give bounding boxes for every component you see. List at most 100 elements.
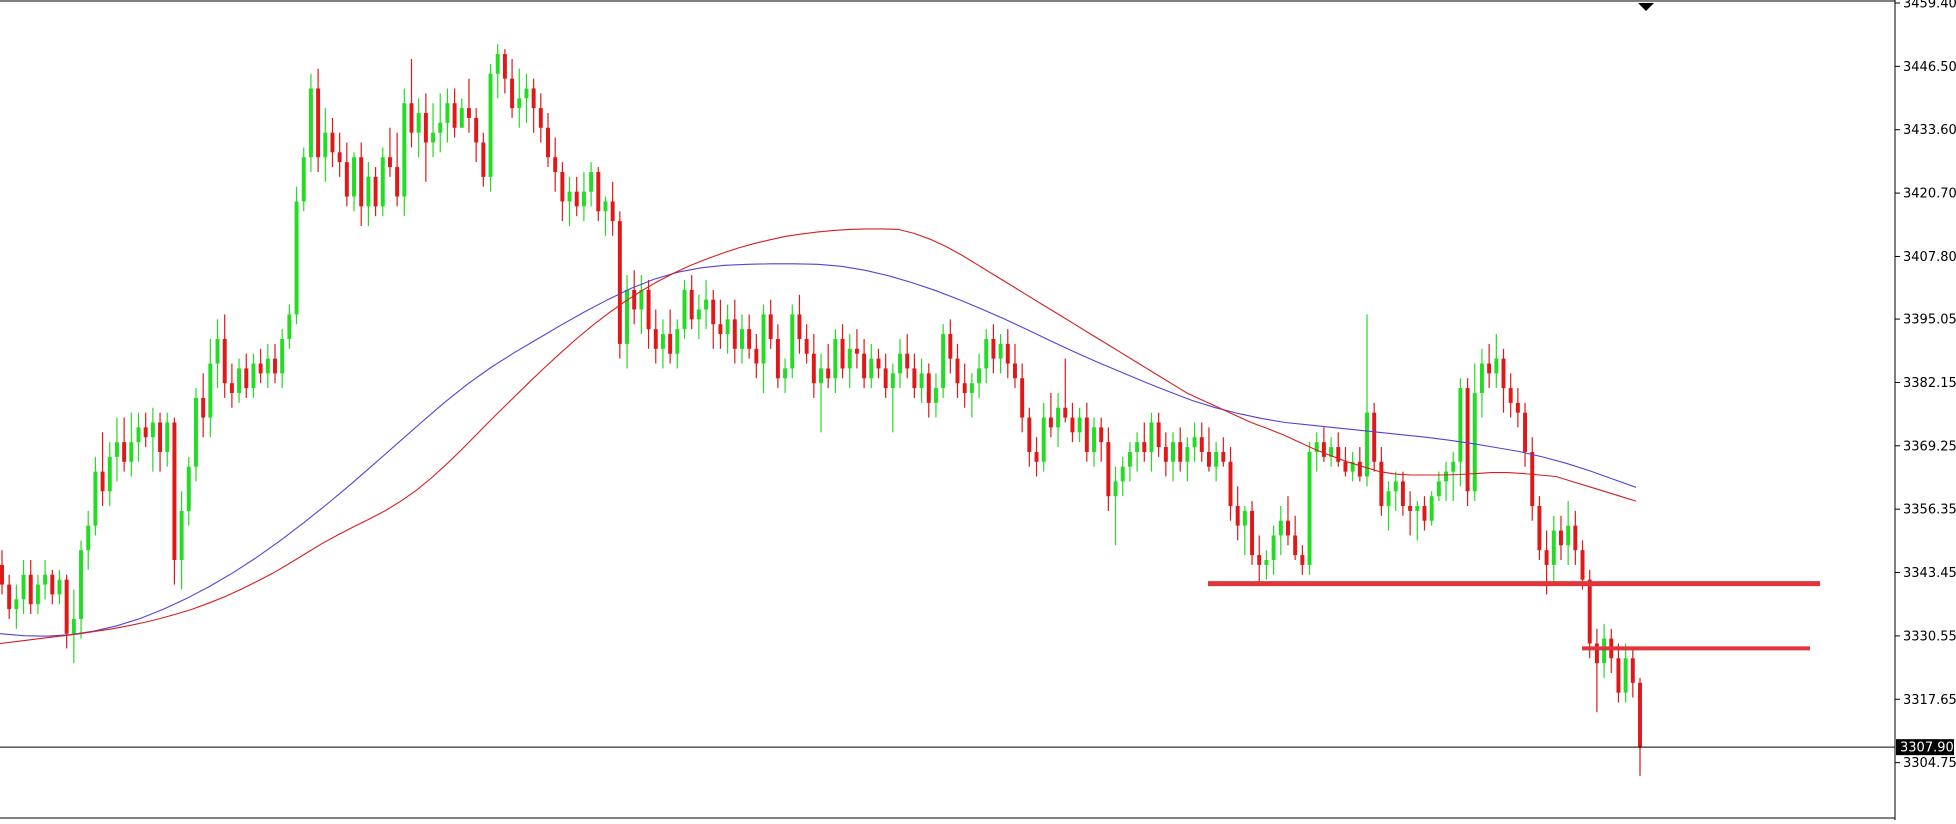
candle-body [1106, 442, 1111, 497]
candle [739, 314, 744, 364]
price-tick-label: 3317.65 [1903, 693, 1956, 708]
price-axis: 3459.40 3446.50 3433.60 3420.70 3407.80 3395.… [1894, 0, 1956, 820]
candle [711, 289, 716, 349]
candle [7, 574, 12, 619]
candle-body [251, 363, 256, 389]
candle-body [416, 113, 421, 133]
candle [201, 373, 206, 438]
candle-body [7, 584, 12, 610]
price-tick-label: 3446.50 [1903, 60, 1956, 75]
candle [258, 348, 263, 384]
candle [912, 353, 917, 398]
candle [553, 137, 558, 192]
candle-body [1329, 447, 1334, 457]
candle [948, 319, 953, 374]
candle [761, 304, 766, 394]
candle [373, 167, 378, 217]
candle [876, 348, 881, 379]
candle [1206, 427, 1211, 472]
candle [229, 363, 234, 408]
candle-body [833, 338, 838, 379]
candle [646, 280, 651, 349]
candle-body [136, 427, 141, 443]
candle [1120, 456, 1125, 497]
candle [287, 304, 292, 349]
candle-body [510, 78, 515, 109]
candle [639, 275, 644, 335]
candle-body [1400, 481, 1405, 506]
candle-body [1077, 417, 1082, 433]
candle [1530, 437, 1535, 521]
candle [1573, 510, 1578, 565]
candle-body [546, 127, 550, 158]
candle-body [14, 599, 19, 610]
candle [1199, 422, 1204, 462]
candle [718, 299, 723, 349]
candle-body [840, 338, 845, 369]
candle-body [1092, 427, 1096, 452]
candle-body [1379, 461, 1384, 506]
candle-body [165, 422, 170, 452]
candle [1400, 471, 1405, 516]
candle [301, 147, 306, 212]
candle-body [280, 338, 285, 374]
candle-body [653, 329, 658, 349]
candle-body [495, 54, 500, 74]
candle-body [905, 353, 910, 369]
moving-average-slow-line [0, 263, 1637, 637]
candle-body [143, 427, 148, 438]
candle-body [890, 373, 895, 389]
candle [1235, 486, 1240, 541]
candle [1386, 481, 1391, 531]
candle-body [1199, 437, 1204, 452]
candle-body [186, 466, 191, 511]
candle-body [1566, 525, 1571, 546]
price-tick-label: 3330.55 [1903, 629, 1956, 644]
candle-body [122, 442, 127, 462]
current-price-box [1896, 739, 1954, 756]
candle [811, 334, 816, 398]
price-tick-label: 3369.25 [1903, 439, 1956, 454]
candle [466, 78, 471, 133]
candle [538, 93, 543, 143]
candle [1171, 432, 1176, 482]
candle [560, 162, 565, 222]
candle [1221, 437, 1226, 467]
candle [510, 58, 515, 118]
candle [977, 353, 982, 398]
candle [1422, 496, 1427, 531]
candle-body [732, 319, 737, 349]
candle-body [287, 314, 292, 339]
candle [1070, 402, 1075, 443]
candle-body [308, 88, 313, 158]
candle-body [1005, 343, 1010, 364]
candle [93, 456, 98, 536]
candle [50, 569, 55, 605]
candle [941, 324, 946, 398]
candle [244, 353, 249, 398]
candle-body [1501, 358, 1506, 389]
candle [294, 186, 299, 325]
candle-body [883, 368, 888, 389]
candle-body [560, 171, 565, 202]
candle [675, 319, 680, 369]
candle-body [1056, 407, 1061, 428]
candle [567, 176, 572, 227]
candle-body [1027, 417, 1032, 452]
candle-body [876, 358, 881, 369]
candle [136, 412, 141, 462]
candle [1487, 343, 1492, 389]
price-tick-label: 3407.80 [1903, 250, 1956, 265]
candle [150, 407, 155, 472]
candle-body [1250, 510, 1255, 556]
candle-body [574, 191, 579, 207]
candle-body [969, 383, 974, 394]
candle-body [933, 388, 938, 403]
candle-body [1113, 481, 1118, 497]
candle-body [754, 348, 759, 364]
candle [14, 584, 19, 629]
candle [797, 294, 802, 354]
candle-body [819, 368, 823, 384]
candle [251, 353, 256, 398]
candle-body [1221, 451, 1226, 462]
